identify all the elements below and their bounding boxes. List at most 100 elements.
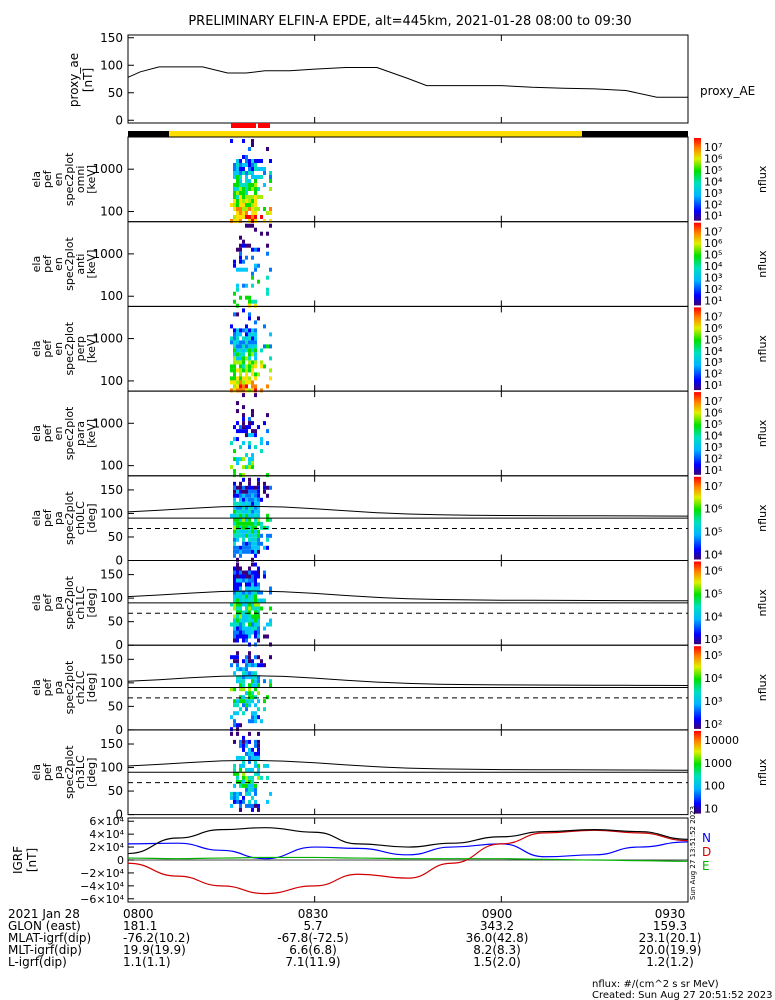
spectrogram-cell (242, 171, 245, 175)
spectrogram-cell (263, 574, 266, 579)
panel-ylabel-line: anti (74, 254, 87, 275)
spectrogram-cell (263, 663, 266, 668)
igrf-series-E (127, 856, 689, 862)
spectrogram-cell (254, 179, 257, 183)
spectrogram-cell (239, 509, 242, 514)
spectrogram-cell (236, 557, 239, 562)
spectrogram-cell (251, 348, 254, 353)
spectrogram-cell (260, 167, 263, 171)
spectrogram-cell (245, 372, 248, 377)
spectrogram-cell (248, 675, 251, 680)
spectrogram-cell (236, 667, 239, 672)
spectrogram-cell (239, 549, 242, 554)
spectrogram-cell (245, 626, 248, 631)
spectrogram-cell (242, 441, 245, 446)
spectrogram-cell (254, 655, 257, 660)
spectrogram-cell (245, 578, 248, 583)
proxy-ae-ylabel-2: [nT] (81, 68, 95, 92)
spectrogram-cell (254, 703, 257, 708)
panel-ylabel-line: ch0LC (74, 501, 87, 535)
spectrogram-cell (257, 159, 260, 163)
spectrogram-cell (236, 779, 239, 784)
spectrogram-cell (236, 183, 239, 187)
igrf-tick-label: −4×10⁴ (80, 880, 124, 893)
spectrogram-cell (242, 679, 245, 684)
spectrogram-cell (248, 529, 251, 534)
spectrogram-cell (251, 433, 254, 438)
spectrogram-cell (248, 699, 251, 704)
spectrogram-cell (230, 791, 233, 796)
spectrogram-cell (254, 267, 257, 272)
spectrogram-cell (251, 529, 254, 534)
spectrogram-cell (254, 497, 257, 502)
spectrogram-cell (233, 368, 236, 373)
spectrogram-cell (233, 783, 236, 788)
spectrogram-cell (245, 348, 248, 353)
spectrogram-cell (251, 380, 254, 385)
spectrogram-cell (233, 449, 236, 454)
spectrogram-cell (245, 509, 248, 514)
panel-ylabel-line: ch1LC (74, 586, 87, 620)
spectrogram-cell (263, 598, 266, 603)
spectrogram-cell (233, 505, 236, 510)
spectrogram-cell (254, 175, 257, 179)
spectrogram-cell (254, 618, 257, 623)
status-bars (128, 123, 688, 137)
spectrogram-cell (236, 501, 239, 506)
spectrogram-cell (257, 707, 260, 712)
spectrogram-cell (236, 679, 239, 684)
spectrogram-cell (233, 574, 236, 579)
spectrogram-cell (239, 429, 242, 434)
panel-ylabel-line: pef (41, 339, 54, 358)
spectrogram-cell (239, 675, 242, 680)
spectrogram-cell (254, 675, 257, 680)
spectrogram-cell (248, 344, 251, 349)
spectrogram-cell (233, 553, 236, 558)
spectrogram-cell (236, 771, 239, 776)
spectrogram-cell (254, 384, 257, 389)
spectrogram-cell (233, 380, 236, 385)
spectrogram-cell (245, 783, 248, 788)
spectrogram-cell (266, 231, 269, 236)
spectrogram-cell (257, 279, 260, 284)
spectrogram-cell (248, 465, 251, 470)
spectrogram-cell (248, 513, 251, 518)
igrf-tick-label: −2×10⁴ (80, 867, 124, 880)
footer-value: -67.8(-72.5) (277, 931, 348, 945)
spectrogram-cell (254, 364, 257, 369)
spectrogram-cell (266, 537, 269, 542)
spectrogram-cell (248, 598, 251, 603)
spectrogram-cell (239, 517, 242, 522)
spectrogram-cell (251, 783, 254, 788)
proxy-ae-legend: proxy_AE (700, 84, 755, 98)
spectrogram-cell (254, 683, 257, 688)
spectrogram-cell (239, 380, 242, 385)
colorbar (694, 646, 701, 729)
spectrogram-cell (245, 485, 248, 490)
spectrogram-cell (251, 489, 254, 494)
spectrogram-cell (248, 505, 251, 510)
spectrogram-cell (254, 771, 257, 776)
spectrogram-cell (242, 489, 245, 494)
spectrogram-cell (248, 703, 251, 708)
spectrogram-cell (248, 364, 251, 369)
spectrogram-cell (245, 699, 248, 704)
spectrogram-cell (233, 167, 236, 171)
spectrogram-cell (257, 513, 260, 518)
spectrogram-cell (251, 521, 254, 526)
footer-row-label: GLON (east) (8, 919, 81, 933)
spectrogram-cell (245, 545, 248, 550)
spectrogram-cell (254, 521, 257, 526)
spectrogram-cell (245, 332, 248, 337)
spectrogram-cell (239, 191, 242, 195)
spectrogram-cell (245, 655, 248, 660)
colorbar-tick-label: 10² (704, 368, 722, 381)
spectrogram-cell (248, 215, 251, 219)
spectrogram-cell (239, 163, 242, 167)
spectrogram-cell (260, 388, 263, 393)
spectrogram-cell (254, 537, 257, 542)
spectrogram-cell (239, 497, 242, 502)
spectrogram-cell (251, 557, 254, 562)
spectrogram-cell (251, 578, 254, 583)
